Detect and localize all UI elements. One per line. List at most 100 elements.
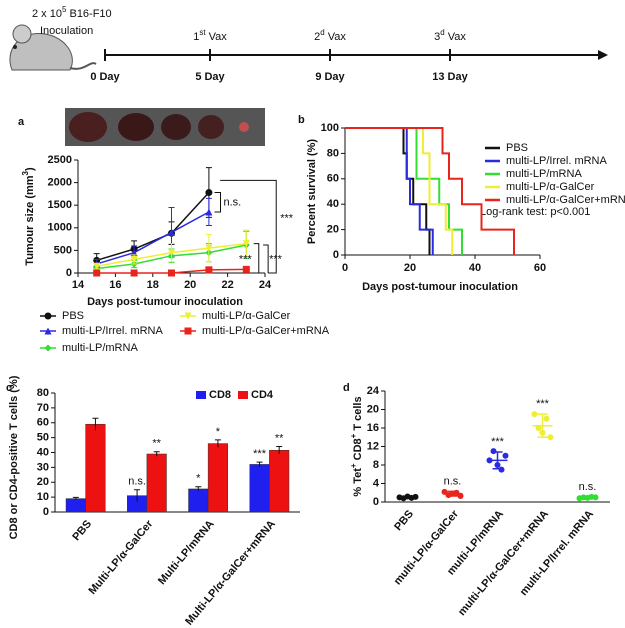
x-tick-label: 60 — [534, 262, 546, 274]
y-axis-title-part: ) — [24, 167, 36, 171]
significance: ** — [152, 438, 161, 450]
y-axis-title-part: 3 — [21, 170, 30, 175]
y-axis-title: % Tet+ CD8+ T cells — [349, 396, 364, 496]
marker — [130, 269, 138, 277]
series-line — [96, 192, 210, 262]
marker — [130, 255, 138, 263]
timeline-arrow — [598, 50, 608, 60]
y-axis-title: Tumour size (mm3) — [21, 167, 36, 266]
significance: *** — [253, 448, 267, 460]
legend-label: multi-LP/α-GalCer — [506, 181, 595, 193]
y-tick-label: 2500 — [48, 154, 72, 166]
inoculation-text-part: 2 x 10 — [32, 8, 62, 20]
x-tick-label: 20 — [404, 262, 416, 274]
vax-label-part: Vax — [445, 31, 467, 43]
bracket — [214, 192, 222, 213]
y-tick-label: 100 — [321, 122, 339, 134]
y-tick-label: 40 — [37, 446, 49, 458]
day-label: 9 Day — [315, 71, 345, 83]
y-axis-title: CD8 or CD4-positive T cells (%) — [8, 375, 20, 539]
y-tick-label: 1500 — [48, 199, 72, 211]
y-axis-title-part: T cells — [352, 396, 364, 433]
bar — [269, 450, 290, 513]
vax-label-part: Vax — [206, 31, 228, 43]
y-axis-title-part: CD8 — [352, 438, 364, 463]
legend-swatch — [196, 391, 206, 399]
vax-label-part: 2 — [314, 31, 320, 43]
significance: * — [216, 426, 221, 438]
x-tick-label: 22 — [221, 279, 233, 291]
y-tick-label: 50 — [37, 432, 49, 444]
legend-marker — [184, 312, 192, 320]
marker — [242, 240, 250, 248]
data-point — [531, 411, 538, 418]
x-tick-label: Multi-LP/mRNA — [156, 518, 217, 587]
marker — [205, 208, 213, 216]
y-tick-label: 0 — [66, 267, 72, 279]
error-bar — [256, 461, 263, 467]
sd-bar — [447, 490, 458, 497]
x-tick-label: 14 — [72, 279, 85, 291]
sd-bar — [582, 496, 593, 499]
marker — [168, 249, 175, 257]
y-tick-label: 0 — [43, 506, 49, 518]
vax-label-part: 1 — [193, 31, 199, 43]
significance: ** — [275, 432, 284, 444]
bar — [146, 453, 167, 513]
inoculation-label: Inoculation — [40, 25, 93, 37]
legend-label: CD8 — [209, 389, 231, 401]
survival-curve — [345, 127, 454, 255]
marker — [242, 265, 250, 273]
error-bar — [276, 446, 283, 454]
y-axis-title-part: + — [349, 463, 358, 468]
significance: n.s. — [128, 476, 146, 488]
y-tick-label: 70 — [37, 402, 49, 414]
marker — [168, 269, 175, 277]
y-axis-title-part: % Tet — [352, 468, 364, 497]
y-tick-label: 4 — [373, 477, 380, 489]
y-axis-title-part: + — [349, 433, 358, 438]
legend-label: PBS — [62, 310, 84, 322]
data-point — [498, 466, 505, 473]
marker — [93, 262, 101, 270]
significance: n.s. — [444, 475, 462, 487]
data-point — [490, 448, 497, 455]
data-point — [502, 452, 509, 459]
sd-bar — [402, 495, 413, 500]
x-tick-label: 20 — [184, 279, 196, 291]
y-axis-title-part: Tumour size (mm — [24, 175, 36, 265]
vax-label-part: d — [440, 28, 444, 37]
legend-label: multi-LP/α-GalCer+mRNA — [506, 194, 625, 206]
inoculation-text-part: B16-F10 — [66, 8, 111, 20]
legend-label: PBS — [506, 142, 528, 154]
y-tick-label: 30 — [37, 461, 49, 473]
x-axis-title: Days post-tumour inoculation — [362, 281, 518, 293]
tumour-photo — [65, 108, 265, 146]
day-label: 13 Day — [432, 71, 468, 83]
significance: *** — [280, 213, 294, 225]
inoculation-text: 2 x 105 B16-F10 — [32, 5, 112, 20]
x-tick-label: 24 — [259, 279, 272, 291]
y-tick-label: 2000 — [48, 177, 72, 189]
significance: n.s. — [224, 196, 242, 208]
bracket — [263, 244, 269, 273]
y-tick-label: 500 — [54, 244, 72, 256]
y-tick-label: 16 — [367, 422, 379, 434]
y-tick-label: 20 — [327, 224, 339, 236]
vax-label-part: 3 — [434, 31, 440, 43]
marker — [168, 228, 175, 236]
significance: *** — [239, 253, 253, 265]
error-bar — [153, 451, 160, 457]
data-point — [457, 492, 464, 499]
legend-label: multi-LP/Irrel. mRNA — [62, 325, 164, 337]
x-tick-label: 0 — [342, 262, 348, 274]
x-tick-label: Multi-LP/α-GalCer — [86, 518, 155, 597]
x-tick-label: 16 — [109, 279, 121, 291]
y-tick-label: 60 — [37, 417, 49, 429]
y-tick-label: 80 — [37, 387, 49, 399]
marker — [205, 266, 213, 274]
bar — [249, 464, 270, 513]
vax-label-part: st — [199, 28, 206, 37]
sd-bar — [492, 451, 503, 470]
